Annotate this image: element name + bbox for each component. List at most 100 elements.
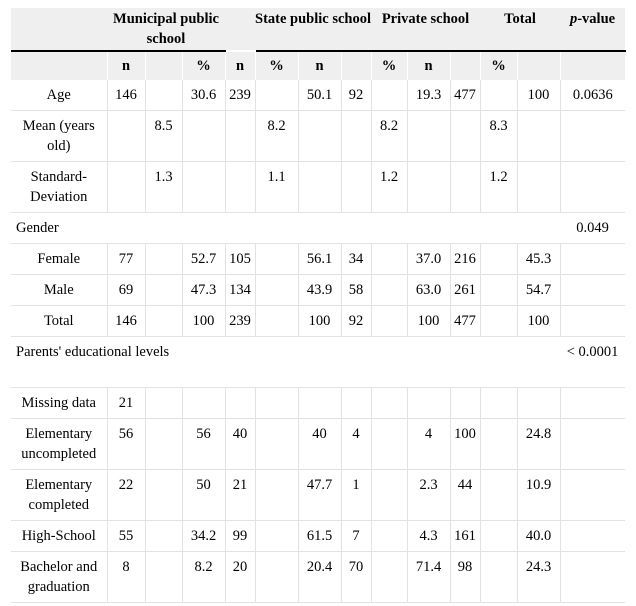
subheader-cell [341,51,372,80]
header-pvalue: p-value [560,8,626,52]
table-cell [480,551,518,603]
table-cell: 77 [107,243,146,275]
table-cell [255,520,299,552]
table-cell: 1.3 [145,161,183,213]
table-cell: 55 [107,520,146,552]
table-cell: 47.3 [182,274,226,306]
table-cell: 70 [341,551,372,603]
table-cell: 8.2 [255,110,299,162]
table-cell [255,387,299,419]
table-cell: 161 [450,520,481,552]
table-cell: 52.7 [182,243,226,275]
table-cell: 69 [107,274,146,306]
row-label: Male [11,274,108,306]
table-body: Age 146 30.6 239 50.1 92 19.3 477 100 0.0636 Mean … [11,80,626,603]
row-label: Total [11,305,108,337]
table-cell: 477 [450,305,481,337]
row-label: Missing data [11,387,108,419]
table-cell [371,418,408,470]
table-cell [145,551,183,603]
table-cell [255,274,299,306]
table-cell [560,469,626,521]
table-cell [107,161,146,213]
subheader-cell [560,51,626,80]
row-label: Elementary completed [11,469,108,521]
table-cell: 40 [298,418,342,470]
table-cell [145,520,183,552]
table-cell: 8.2 [371,110,408,162]
subheader-cell: n [407,51,451,80]
table-cell: 8.3 [480,110,518,162]
table-cell [517,387,561,419]
table-cell [255,243,299,275]
table-cell: 34 [341,243,372,275]
table-cell: 24.8 [517,418,561,470]
table-cell: 92 [341,305,372,337]
table-cell [560,274,626,306]
table-cell: 10.9 [517,469,561,521]
table-cell [225,110,256,162]
table-cell: 1.2 [480,161,518,213]
table-cell [371,274,408,306]
header-private: Private school [371,8,481,52]
table-cell: 8.5 [145,110,183,162]
header-municipal: Municipal public school [107,8,225,52]
section-row: Parents' educational levels < 0.0001 [11,336,626,388]
header-state: State public school [255,8,371,52]
table-row: High-School 55 34.2 99 61.5 7 4.3 161 40.0 [11,520,626,552]
table-cell [182,161,226,213]
table-cell: 261 [450,274,481,306]
subheader-cell: % [480,51,518,80]
table-cell [560,110,626,162]
table-cell [255,80,299,111]
table-cell [255,305,299,337]
table-cell: 100 [517,305,561,337]
table-cell [145,80,183,111]
table-cell: 19.3 [407,80,451,111]
table-cell: 34.2 [182,520,226,552]
section-label: Parents' educational levels [11,336,561,388]
table-cell: 239 [225,80,256,111]
table-header: Municipal public school State public sch… [11,8,626,80]
subheader-cell [145,51,183,80]
table-cell: 8.2 [182,551,226,603]
table-cell: 56.1 [298,243,342,275]
table-cell: 47.7 [298,469,342,521]
table-cell: 134 [225,274,256,306]
table-cell [560,520,626,552]
subheader-cell: n [225,51,256,80]
table-cell: 21 [107,387,146,419]
table-row: Elementary completed 22 50 21 47.7 1 2.3 44 10.9 [11,469,626,521]
table-cell [560,551,626,603]
table-row: Bachelor and graduation 8 8.2 20 20.4 70 71.4 9… [11,551,626,603]
subheader-cell: % [182,51,226,80]
table-cell: 40.0 [517,520,561,552]
table-cell [145,305,183,337]
table-cell: 105 [225,243,256,275]
table-row: Missing data 21 [11,387,626,419]
header-pvalue-italic: p [569,11,578,27]
section-label: Gender [11,212,561,244]
table-cell: 44 [450,469,481,521]
table-cell: 7 [341,520,372,552]
table-cell [480,243,518,275]
table-cell [371,243,408,275]
table-cell: 239 [225,305,256,337]
table-cell: 4 [341,418,372,470]
table-cell: 24.3 [517,551,561,603]
table-cell [517,110,561,162]
section-pvalue: < 0.0001 [560,336,626,388]
table-cell: 216 [450,243,481,275]
table-cell: 20.4 [298,551,342,603]
table-cell: 30.6 [182,80,226,111]
table-cell: 50.1 [298,80,342,111]
table-cell [407,161,451,213]
table-cell [450,387,481,419]
table-cell [480,80,518,111]
table-cell: 98 [450,551,481,603]
row-label: Mean (years old) [11,110,108,162]
demographics-table: Municipal public school State public sch… [11,8,626,603]
subheader-cell [517,51,561,80]
table-cell [480,387,518,419]
table-cell: 100 [517,80,561,111]
